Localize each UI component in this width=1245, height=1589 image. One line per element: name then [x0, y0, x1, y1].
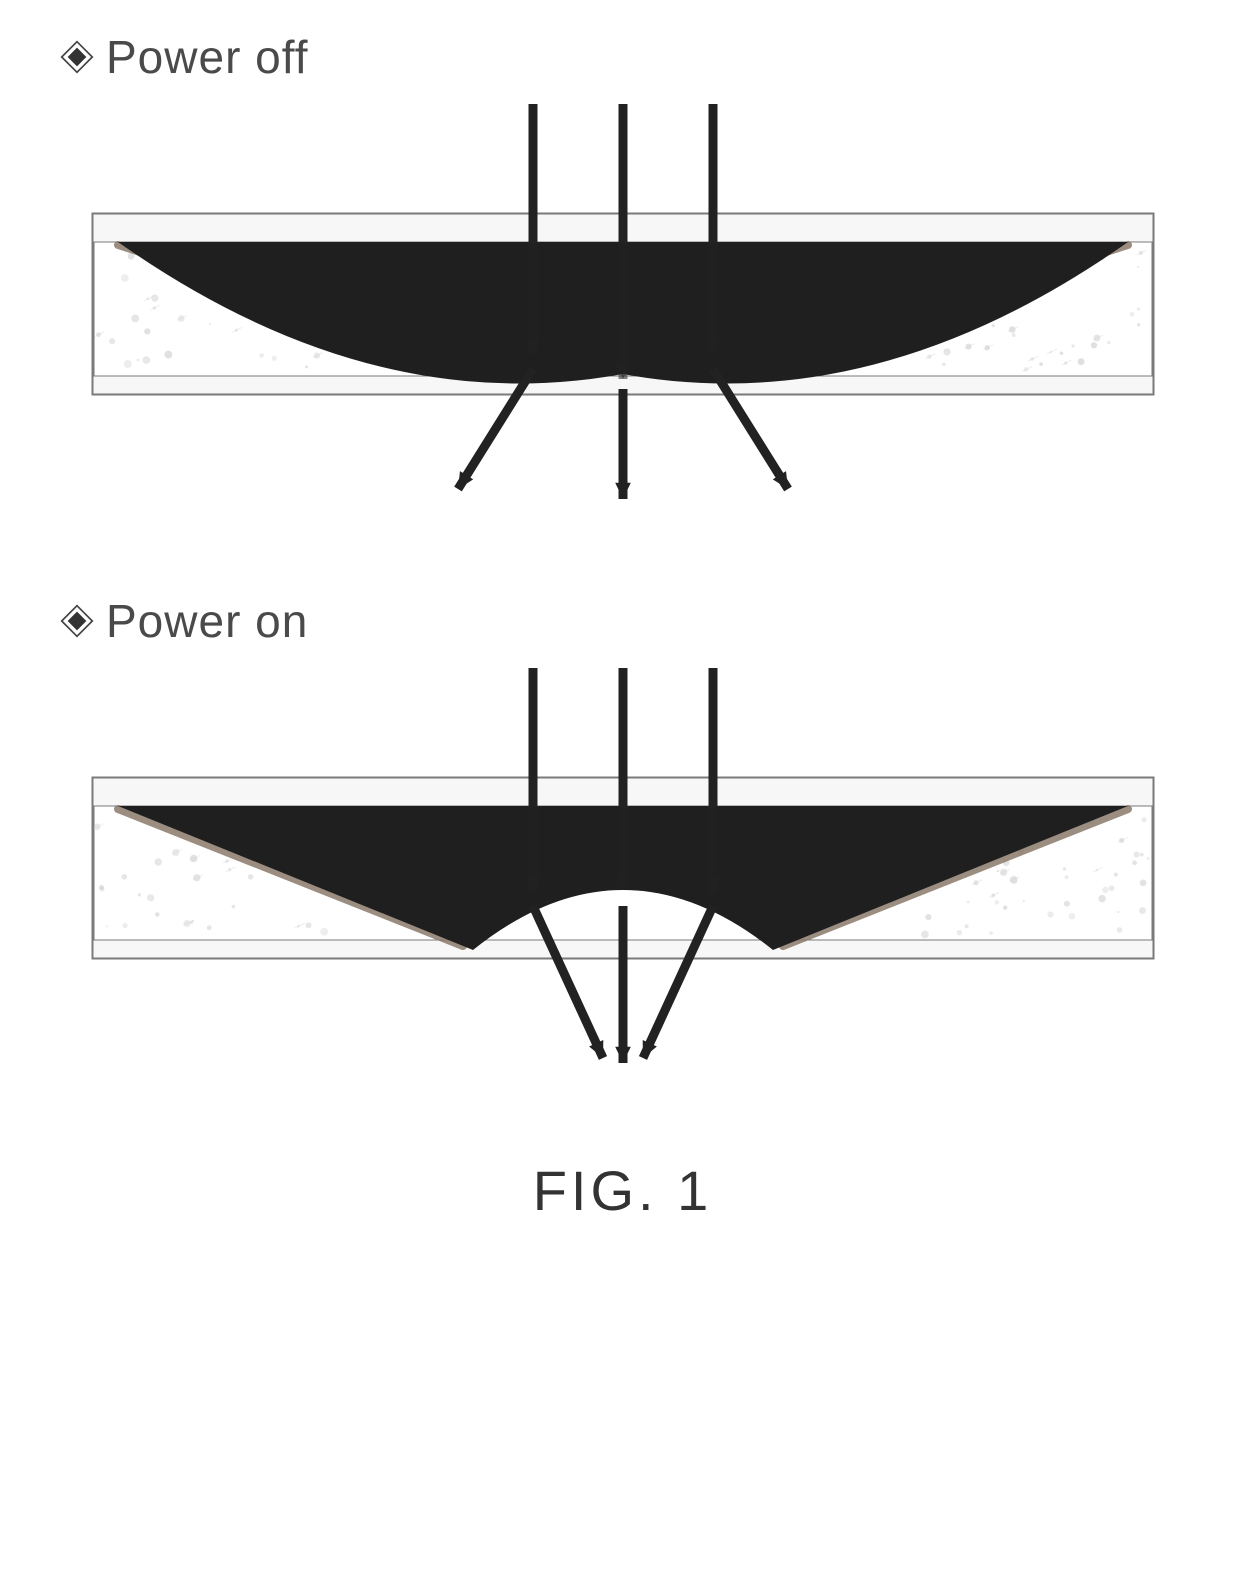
lens-diagram — [63, 94, 1183, 514]
diagram-wrap — [63, 658, 1183, 1078]
diagram-wrap — [63, 94, 1183, 514]
panel-power-off: Power off — [40, 30, 1205, 514]
panel-label: Power off — [106, 30, 308, 84]
panel-label-row: Power off — [60, 30, 1205, 84]
panel-label: Power on — [106, 594, 308, 648]
diamond-bullet-icon — [60, 40, 94, 74]
diamond-bullet-icon — [60, 604, 94, 638]
panel-power-on: Power on — [40, 594, 1205, 1078]
figure-caption: FIG. 1 — [40, 1158, 1205, 1223]
lens-diagram — [63, 658, 1183, 1078]
panel-label-row: Power on — [60, 594, 1205, 648]
